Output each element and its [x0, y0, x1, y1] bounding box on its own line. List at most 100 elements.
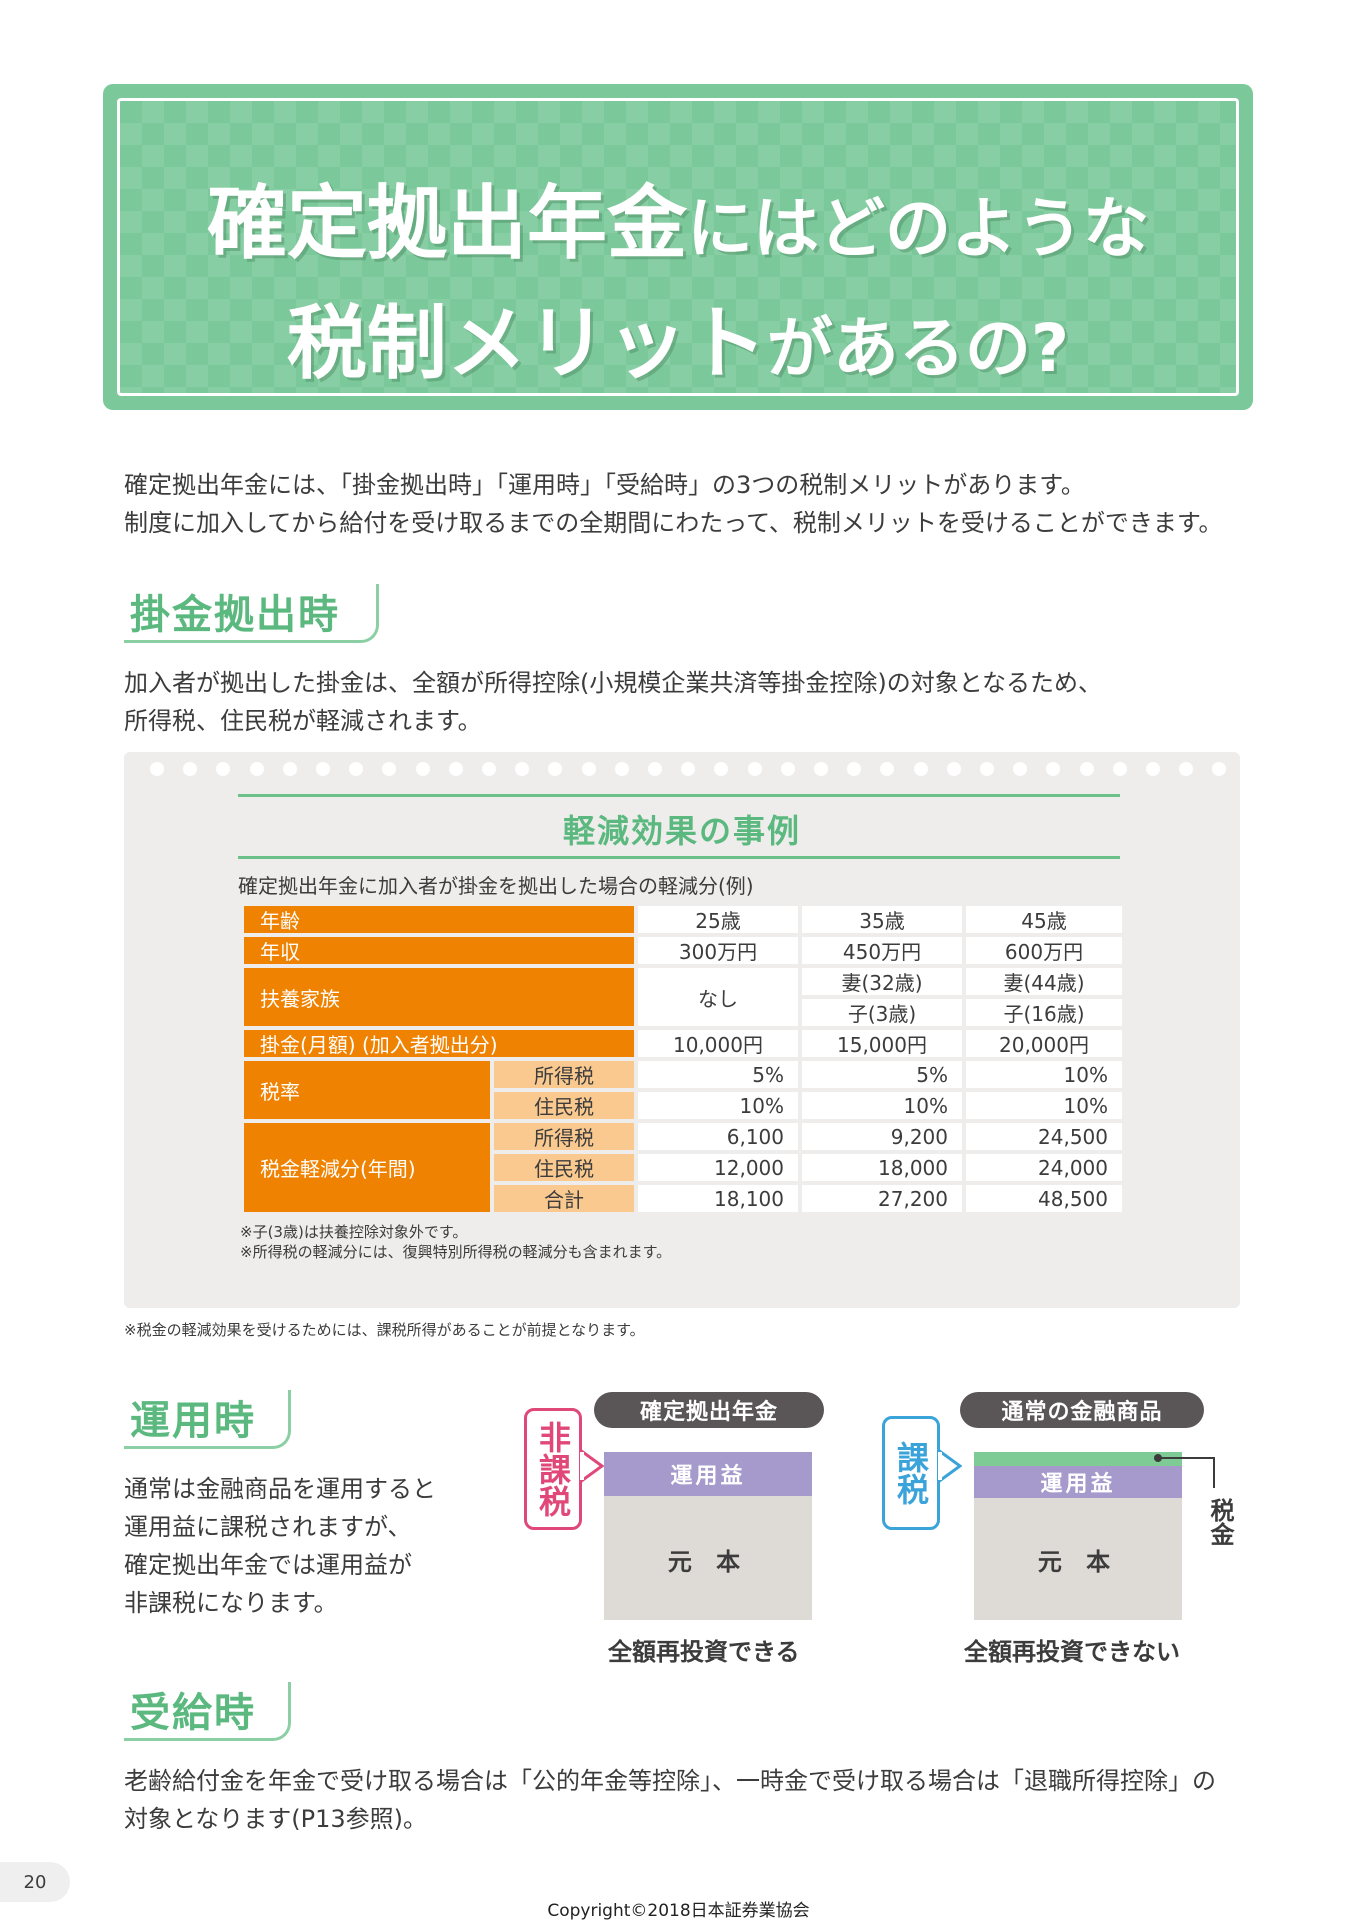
normal-gain-box: 運用益	[974, 1466, 1182, 1498]
tax-leader-line	[1154, 1454, 1215, 1488]
title-rest-2: があるの?	[766, 310, 1070, 387]
punch-hole	[415, 762, 430, 776]
punch-hole	[980, 762, 994, 776]
cell-income-3: 600万円	[966, 937, 1122, 964]
section2-line: 確定拠出年金では運用益が	[124, 1551, 412, 1579]
punch-hole	[316, 762, 330, 776]
row-label-rate: 税率	[244, 1061, 490, 1119]
cell-red-total-3: 48,500	[966, 1185, 1122, 1212]
cell-contribution-1: 10,000円	[638, 1030, 798, 1057]
punch-hole	[282, 762, 297, 776]
cell-age-35: 35歳	[802, 906, 962, 933]
section2-line: 運用益に課税されますが、	[124, 1513, 412, 1541]
punch-hole	[1013, 762, 1028, 776]
punch-hole	[946, 762, 961, 776]
tax-label: 税金	[1206, 1498, 1234, 1546]
title-rest-1: にはどのような	[687, 190, 1149, 267]
punch-hole	[482, 762, 496, 776]
page-title-line1: 確定拠出年金にはどのような	[120, 159, 1236, 275]
table-title: 軽減効果の事例	[562, 812, 801, 850]
row-label-age: 年齢	[244, 906, 634, 933]
punch-hole	[648, 762, 662, 776]
section3-line: 老齢給付金を年金で受け取る場合は「公的年金等控除」、一時金で受け取る場合は「退職…	[124, 1767, 1216, 1795]
section3-text: 老齢給付金を年金で受け取る場合は「公的年金等控除」、一時金で受け取る場合は「退職…	[124, 1762, 1216, 1838]
punch-hole	[681, 762, 696, 776]
cell-rate-resident-1: 10%	[638, 1092, 798, 1119]
row-label-income: 年収	[244, 937, 634, 964]
normal-principal-label: 元 本	[1037, 1548, 1119, 1576]
cell-family-spouse-3: 妻(44歳)	[966, 968, 1122, 995]
punch-hole	[150, 762, 164, 776]
cell-red-income-1: 6,100	[638, 1123, 798, 1150]
intro-text: 確定拠出年金には、「掛金拠出時」「運用時」「受給時」の3つの税制メリットがありま…	[124, 466, 1244, 542]
title-banner-frame: 確定拠出年金にはどのような 税制メリットがあるの?	[117, 98, 1239, 396]
pill-dc-pension: 確定拠出年金	[594, 1392, 824, 1428]
taxed-pointer-icon	[938, 1448, 962, 1484]
section2-heading: 運用時	[130, 1398, 256, 1444]
table-title-rule-bottom	[238, 856, 1120, 859]
section1-line: 所得税、住民税が軽減されます。	[124, 707, 482, 735]
dc-principal-box	[604, 1496, 812, 1620]
cell-contribution-2: 15,000円	[802, 1030, 962, 1057]
non-taxed-pointer-icon	[580, 1448, 604, 1484]
punch-hole	[1079, 762, 1094, 776]
punch-hole	[913, 762, 928, 776]
section3-heading: 受給時	[130, 1690, 256, 1736]
cell-income-1: 300万円	[638, 937, 798, 964]
punch-hole	[249, 762, 264, 776]
normal-tax-box	[974, 1452, 1182, 1466]
cell-contribution-3: 20,000円	[966, 1030, 1122, 1057]
copyright: Copyright©2018日本証券業協会	[547, 1901, 810, 1921]
non-taxed-label: 非課税	[524, 1408, 582, 1530]
page-title-line2: 税制メリットがあるの?	[120, 279, 1236, 395]
page-number: 20	[0, 1862, 70, 1902]
punch-hole	[780, 762, 795, 776]
cell-red-resident-2: 18,000	[802, 1154, 962, 1181]
punch-hole	[448, 762, 463, 776]
table-note: ※所得税の軽減分には、復興特別所得税の軽減分も含まれます。	[240, 1243, 672, 1261]
section1-heading-underline	[124, 584, 379, 643]
punch-hole	[1112, 762, 1127, 776]
punch-hole	[1146, 762, 1160, 776]
table-subtitle: 確定拠出年金に加入者が掛金を拠出した場合の軽減分(例)	[238, 874, 754, 898]
cell-rate-income-3: 10%	[966, 1061, 1122, 1088]
punch-hole	[714, 762, 729, 776]
section1-heading: 掛金拠出時	[130, 592, 340, 638]
section2-heading-underline	[124, 1390, 291, 1449]
punch-hole	[216, 762, 231, 776]
cell-rate-income-1: 5%	[638, 1061, 798, 1088]
section1-line: 加入者が拠出した掛金は、全額が所得控除(小規模企業共済等掛金控除)の対象となるた…	[124, 669, 1103, 697]
reduction-resident-tax-label: 住民税	[494, 1154, 634, 1181]
punch-hole	[183, 762, 198, 776]
section2-text: 通常は金融商品を運用すると 運用益に課税されますが、 確定拠出年金では運用益が …	[124, 1470, 436, 1622]
cell-family-child-2: 子(3歳)	[802, 999, 962, 1026]
reduction-income-tax-label: 所得税	[494, 1123, 634, 1150]
section2-line: 非課税になります。	[124, 1589, 338, 1617]
table-notes: ※子(3歳)は扶養控除対象外です。 ※所得税の軽減分には、復興特別所得税の軽減分…	[240, 1222, 671, 1262]
punch-hole	[1179, 762, 1194, 776]
pill-normal-product: 通常の金融商品	[960, 1392, 1204, 1428]
title-bold-1: 確定拠出年金	[207, 177, 687, 270]
title-banner: 確定拠出年金にはどのような 税制メリットがあるの?	[103, 84, 1253, 410]
cell-rate-income-2: 5%	[802, 1061, 962, 1088]
taxed-label: 課税	[882, 1416, 940, 1530]
footnote: ※税金の軽減効果を受けるためには、課税所得があることが前提となります。	[124, 1321, 645, 1339]
punch-hole	[382, 762, 397, 776]
punch-hole	[1046, 762, 1061, 776]
cell-age-25: 25歳	[638, 906, 798, 933]
rate-resident-tax-label: 住民税	[494, 1092, 634, 1119]
dc-caption: 全額再投資できる	[608, 1638, 800, 1666]
table-title-rule-top	[238, 794, 1120, 797]
cell-red-total-1: 18,100	[638, 1185, 798, 1212]
cell-income-2: 450万円	[802, 937, 962, 964]
row-label-contribution: 掛金(月額) (加入者拠出分)	[244, 1030, 634, 1057]
dc-principal-label: 元 本	[667, 1548, 749, 1576]
cell-red-total-2: 27,200	[802, 1185, 962, 1212]
table-note: ※子(3歳)は扶養控除対象外です。	[240, 1223, 468, 1241]
punch-hole	[747, 762, 762, 776]
punch-hole	[1212, 762, 1227, 776]
punch-hole	[880, 762, 895, 776]
title-bold-2: 税制メリット	[286, 297, 767, 390]
reduction-total-label: 合計	[494, 1185, 634, 1212]
row-label-family: 扶養家族	[244, 968, 634, 1026]
